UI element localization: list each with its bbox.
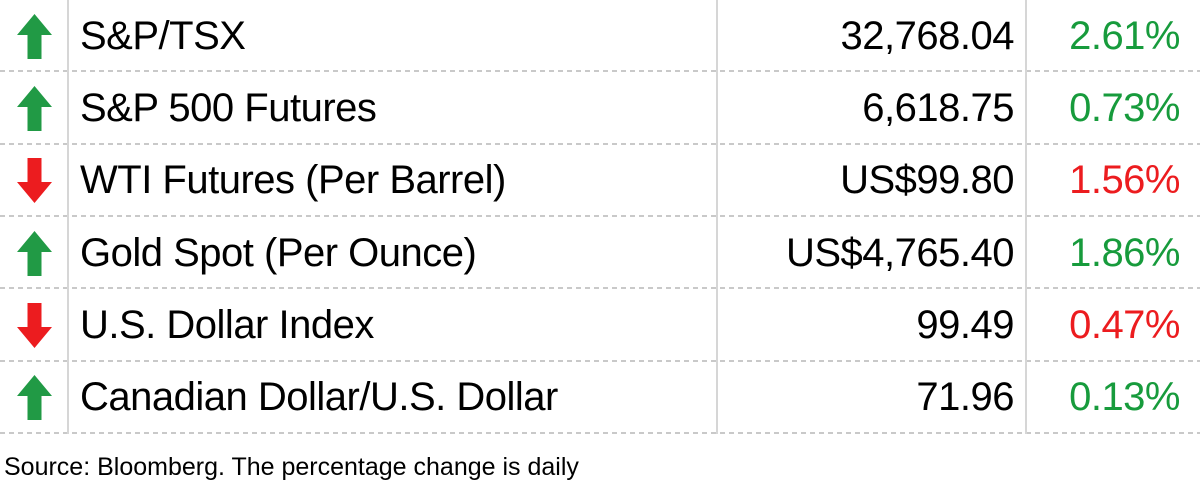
table-row: Canadian Dollar/U.S. Dollar 71.96 0.13% xyxy=(0,362,1200,435)
daily-change: 2.61% xyxy=(1069,13,1180,58)
daily-change: 0.47% xyxy=(1069,302,1180,347)
direction-cell xyxy=(0,230,68,276)
direction-cell xyxy=(0,302,68,348)
instrument-value: 99.49 xyxy=(916,302,1014,347)
direction-cell xyxy=(0,158,68,204)
instrument-label: Gold Spot (Per Ounce) xyxy=(80,230,477,275)
direction-cell xyxy=(0,13,68,59)
direction-cell xyxy=(0,375,68,421)
up-arrow-icon xyxy=(16,13,52,59)
column-divider xyxy=(1025,0,1027,434)
direction-cell xyxy=(0,85,68,131)
instrument-label: Canadian Dollar/U.S. Dollar xyxy=(80,375,558,420)
up-arrow-icon xyxy=(16,230,52,276)
daily-change: 0.73% xyxy=(1069,85,1180,130)
instrument-label: S&P/TSX xyxy=(80,13,246,58)
instrument-value: 6,618.75 xyxy=(862,85,1014,130)
instrument-value: US$4,765.40 xyxy=(785,230,1015,275)
daily-change: 1.86% xyxy=(1069,230,1180,275)
instrument-value: 71.96 xyxy=(916,375,1014,420)
instrument-value: US$99.80 xyxy=(840,158,1014,203)
down-arrow-icon xyxy=(16,302,52,348)
source-note: Source: Bloomberg. The percentage change… xyxy=(4,452,579,481)
daily-change: 0.13% xyxy=(1069,375,1180,420)
table-row: WTI Futures (Per Barrel) US$99.80 1.56% xyxy=(0,145,1200,218)
up-arrow-icon xyxy=(16,375,52,421)
column-divider xyxy=(67,0,69,434)
table-row: Gold Spot (Per Ounce) US$4,765.40 1.86% xyxy=(0,217,1200,290)
table-row: S&P/TSX 32,768.04 2.61% xyxy=(0,0,1200,73)
up-arrow-icon xyxy=(16,85,52,131)
daily-change: 1.56% xyxy=(1069,158,1180,203)
instrument-label: U.S. Dollar Index xyxy=(80,302,374,347)
market-table: S&P/TSX 32,768.04 2.61% S&P 500 Futures … xyxy=(0,0,1200,435)
down-arrow-icon xyxy=(16,158,52,204)
instrument-value: 32,768.04 xyxy=(840,13,1015,58)
instrument-label: S&P 500 Futures xyxy=(80,85,377,130)
column-divider xyxy=(716,0,718,434)
table-row: S&P 500 Futures 6,618.75 0.73% xyxy=(0,72,1200,145)
table-row: U.S. Dollar Index 99.49 0.47% xyxy=(0,289,1200,362)
instrument-label: WTI Futures (Per Barrel) xyxy=(80,158,506,203)
